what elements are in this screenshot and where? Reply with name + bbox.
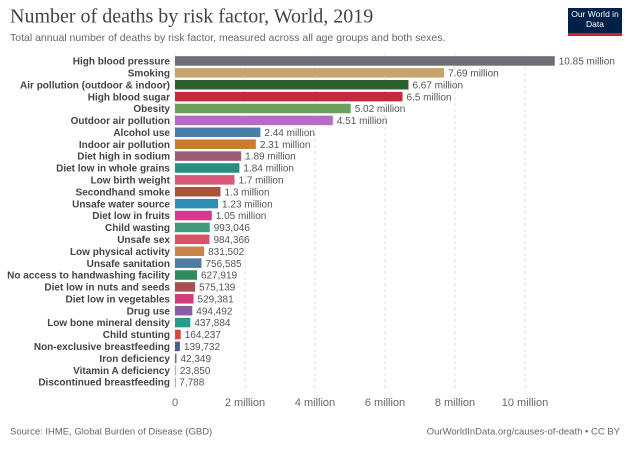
source: Source: IHME, Global Burden of Disease (… [10, 427, 212, 438]
logo-box [568, 8, 622, 36]
chart-title: Number of deaths by risk factor, World, … [10, 6, 373, 28]
category-label: Secondhand smoke [76, 187, 171, 198]
value-label: 7.69 million [448, 68, 499, 79]
category-label: Air pollution (outdoor & indoor) [20, 80, 170, 91]
bar [175, 365, 176, 375]
value-label: 139,732 [184, 342, 221, 353]
bar [175, 341, 180, 352]
bar [175, 246, 205, 256]
category-label: Outdoor air pollution [71, 116, 170, 127]
category-label: Child stunting [103, 330, 170, 341]
value-label: 2.44 million [264, 128, 315, 139]
category-label: Low birth weight [91, 176, 171, 187]
bar [175, 210, 212, 221]
bar [175, 115, 333, 126]
value-label: 42,349 [180, 354, 211, 365]
value-label: 6.67 million [412, 80, 463, 91]
bar [175, 91, 403, 102]
bar [175, 329, 181, 340]
category-label: Low bone mineral density [47, 318, 170, 329]
category-label: Diet low in nuts and seeds [44, 283, 170, 294]
bar [175, 79, 409, 90]
x-tick-label: 10 million [502, 397, 548, 409]
value-label: 1.7 million [239, 176, 284, 187]
value-label: 831,502 [208, 247, 245, 258]
value-label: 529,381 [198, 294, 235, 305]
logo-wrap: Our World in Data [571, 9, 619, 29]
bar [175, 270, 197, 280]
subtitle: Total annual number of deaths by risk fa… [10, 32, 445, 44]
x-tick-label: 6 million [365, 397, 405, 409]
category-label: Low physical activity [70, 247, 170, 258]
bar [175, 222, 210, 233]
category-label: Non-exclusive breastfeeding [34, 342, 170, 353]
bar [175, 139, 256, 149]
category-label: High blood pressure [73, 57, 171, 68]
value-label: 5.02 million [355, 104, 406, 115]
category-label: No access to handwashing facility [7, 271, 170, 282]
x-tick-label: 8 million [435, 397, 475, 409]
bar [175, 198, 219, 209]
value-label: 1.89 million [245, 152, 296, 163]
value-label: 1.05 million [216, 211, 267, 222]
bar [175, 353, 177, 364]
value-label: 756,585 [205, 259, 242, 270]
bar [175, 282, 196, 292]
bar [175, 258, 202, 268]
value-label: 1.84 million [243, 164, 294, 175]
category-label: High blood sugar [88, 92, 170, 103]
category-label: Alcohol use [113, 128, 170, 139]
category-label: Unsafe sex [117, 235, 170, 246]
bar [175, 234, 210, 245]
value-label: 4.51 million [337, 116, 388, 127]
value-label: 437,884 [194, 318, 231, 329]
value-label: 23,850 [180, 366, 211, 377]
bar [175, 317, 191, 328]
category-label: Indoor air pollution [79, 140, 170, 151]
category-label: Obesity [133, 104, 170, 115]
x-tick-label: 0 [172, 397, 178, 409]
value-label: 6.5 million [407, 92, 452, 103]
bar [175, 56, 555, 66]
bar [175, 305, 193, 316]
value-label: 1.23 million [222, 199, 273, 210]
category-label: Drug use [127, 306, 171, 317]
value-label: 984,366 [213, 235, 250, 246]
bar [175, 103, 351, 114]
category-label: Child wasting [105, 223, 170, 234]
category-label: Unsafe water source [72, 199, 170, 210]
bar [175, 175, 235, 185]
value-label: 627,919 [201, 271, 238, 282]
value-label: 993,046 [214, 223, 251, 234]
value-label: 2.31 million [260, 140, 311, 151]
bar [175, 294, 194, 304]
category-label: Diet high in sodium [77, 152, 170, 163]
bar [175, 127, 261, 138]
bar [175, 163, 240, 173]
category-label: Discontinued breastfeeding [38, 378, 170, 389]
value-label: 494,492 [196, 306, 233, 317]
category-label: Diet low in fruits [92, 211, 170, 222]
bar [175, 187, 221, 197]
category-label: Diet low in vegetables [66, 294, 171, 305]
category-label: Smoking [128, 68, 170, 79]
category-label: Diet low in whole grains [56, 164, 170, 175]
category-label: Unsafe sanitation [87, 259, 170, 270]
logo-stripe [568, 33, 622, 36]
value-label: 1.3 million [225, 187, 270, 198]
x-tick-label: 4 million [295, 397, 335, 409]
bar [175, 68, 445, 78]
x-tick-label: 2 million [225, 397, 265, 409]
value-label: 10.85 million [559, 57, 615, 68]
bar [175, 377, 176, 387]
value-label: 575,139 [199, 283, 236, 294]
value-label: 7,788 [179, 378, 204, 389]
credit: OurWorldInData.org/causes-of-death • CC … [427, 427, 621, 438]
category-label: Iron deficiency [99, 354, 170, 365]
category-label: Vitamin A deficiency [73, 366, 170, 377]
bar [175, 151, 242, 161]
value-label: 164,237 [185, 330, 222, 341]
logo: Our World in Data [571, 9, 619, 29]
